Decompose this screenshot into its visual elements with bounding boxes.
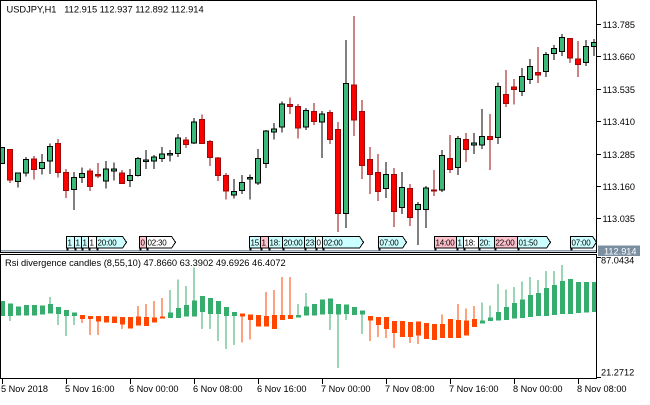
svg-text:21.2712: 21.2712 — [601, 368, 634, 378]
svg-text:7 Nov 16:00: 7 Nov 16:00 — [449, 384, 499, 394]
svg-text:18:: 18: — [270, 238, 281, 247]
svg-text:1: 1 — [83, 238, 88, 247]
svg-text:1: 1 — [262, 238, 267, 247]
svg-text:15:: 15: — [251, 238, 262, 247]
svg-text:8 Nov 00:00: 8 Nov 00:00 — [513, 384, 563, 394]
svg-text:6 Nov 00:00: 6 Nov 00:00 — [129, 384, 179, 394]
svg-text:113.660: 113.660 — [603, 52, 636, 62]
svg-text:02:00: 02:00 — [324, 238, 344, 247]
svg-text:07:00: 07:00 — [572, 238, 592, 247]
svg-text:113.035: 113.035 — [603, 214, 636, 224]
svg-text:20:: 20: — [480, 238, 491, 247]
svg-text:22:00: 22:00 — [496, 238, 516, 247]
svg-text:Rsi divergence candles (8,55,1: Rsi divergence candles (8,55,10) 47.8660… — [5, 258, 286, 268]
svg-text:1: 1 — [90, 238, 95, 247]
svg-text:01:50: 01:50 — [519, 238, 539, 247]
svg-text:113.285: 113.285 — [603, 150, 636, 160]
svg-text:7 Nov 00:00: 7 Nov 00:00 — [321, 384, 371, 394]
svg-text:1: 1 — [76, 238, 81, 247]
svg-text:07:00: 07:00 — [380, 238, 400, 247]
svg-text:113.785: 113.785 — [603, 20, 636, 30]
svg-text:02:30: 02:30 — [148, 238, 168, 247]
svg-text:18:: 18: — [465, 238, 476, 247]
svg-text:113.535: 113.535 — [603, 85, 636, 95]
svg-text:0: 0 — [141, 238, 146, 247]
svg-text:8 Nov 08:00: 8 Nov 08:00 — [577, 384, 627, 394]
svg-text:20:00: 20:00 — [98, 238, 118, 247]
svg-text:20:00: 20:00 — [284, 238, 304, 247]
svg-text:14:00: 14:00 — [436, 238, 456, 247]
svg-text:USDJPY,H1 112.915 112.937 11: USDJPY,H1 112.915 112.937 112.892 112.91… — [7, 5, 204, 15]
svg-text:113.410: 113.410 — [603, 117, 636, 127]
svg-text:23:: 23: — [306, 238, 317, 247]
svg-text:87.0434: 87.0434 — [601, 256, 634, 266]
svg-text:1: 1 — [68, 238, 73, 247]
svg-text:6 Nov 16:00: 6 Nov 16:00 — [257, 384, 307, 394]
svg-text:6 Nov 08:00: 6 Nov 08:00 — [193, 384, 243, 394]
svg-text:1: 1 — [458, 238, 463, 247]
svg-text:5 Nov 16:00: 5 Nov 16:00 — [65, 384, 115, 394]
svg-text:0: 0 — [317, 238, 322, 247]
svg-text:112.914: 112.914 — [604, 247, 637, 257]
svg-text:7 Nov 08:00: 7 Nov 08:00 — [385, 384, 435, 394]
svg-text:5 Nov 2018: 5 Nov 2018 — [1, 384, 48, 394]
svg-text:113.160: 113.160 — [603, 182, 636, 192]
